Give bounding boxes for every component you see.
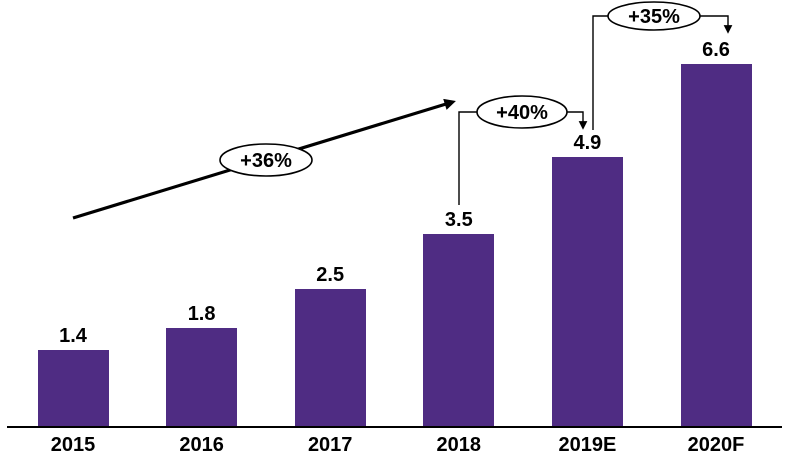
bar-value-label: 4.9	[573, 132, 602, 154]
annotation-bubble-40	[476, 95, 568, 129]
bar	[37, 350, 109, 427]
bar-value-label: 1.8	[187, 303, 216, 325]
x-axis-line	[7, 426, 782, 428]
bar-value-label: 1.4	[59, 325, 87, 347]
bar-value-label: 2.5	[316, 264, 345, 286]
bar	[423, 234, 495, 427]
bar	[294, 289, 366, 427]
x-axis-label: 2018	[436, 434, 482, 456]
annotation-label-40: +40%	[496, 102, 548, 124]
x-axis-label: 2015	[50, 434, 96, 456]
bar	[680, 64, 752, 427]
x-axis-label: 2016	[179, 434, 224, 456]
annotation-label-36: +36%	[240, 150, 292, 172]
annotation-bubble-36	[219, 143, 313, 177]
bar	[551, 157, 623, 427]
x-axis-label: 2017	[307, 434, 353, 456]
bar	[166, 328, 238, 427]
bar-value-label: 3.5	[444, 209, 473, 231]
x-axis-label: 2020F	[687, 434, 745, 456]
trend-arrow-icon	[72, 98, 456, 220]
annotation-label-35: +35%	[628, 6, 680, 28]
bar-value-label: 6.6	[702, 39, 730, 61]
annotation-bubble-35	[607, 1, 701, 31]
x-axis-label: 2019E	[558, 434, 617, 456]
